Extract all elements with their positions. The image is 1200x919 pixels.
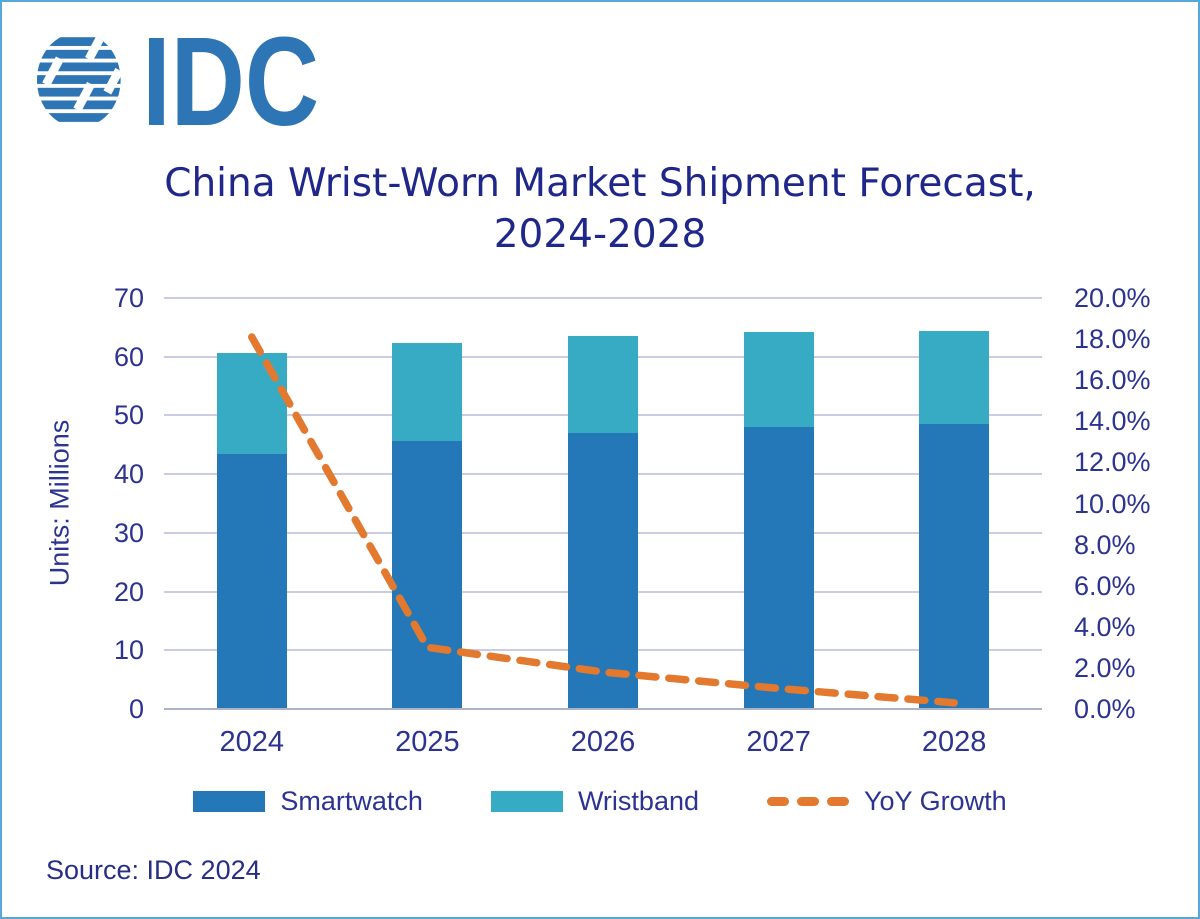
left-axis-tick: 30 [113, 517, 144, 548]
idc-logo: IDC [36, 28, 319, 134]
right-axis-tick: 14.0% [1074, 406, 1151, 437]
legend-swatch-icon [193, 791, 266, 812]
left-axis-tick: 40 [113, 459, 144, 490]
legend-swatch-icon [490, 791, 563, 812]
legend-item-wristband: Wristband [490, 786, 699, 817]
globe-icon [36, 32, 121, 122]
bar-smartwatch-2028 [919, 424, 990, 709]
left-axis-title: Units: Millions [44, 419, 75, 587]
bar-wristband-2025 [392, 342, 463, 442]
legend: Smartwatch Wristband YoY Growth [2, 786, 1198, 817]
x-axis-label-2024: 2024 [219, 726, 285, 758]
left-axis-tick: 0 [128, 694, 144, 724]
plot-area [164, 297, 1042, 710]
legend-item-smartwatch: Smartwatch [193, 786, 423, 817]
right-axis-tick: 18.0% [1074, 324, 1151, 355]
source-note: Source: IDC 2024 [46, 855, 261, 885]
chart-title-line2: 2024-2028 [493, 212, 707, 257]
chart-title: China Wrist-Worn Market Shipment Forecas… [2, 158, 1198, 260]
right-axis-tick: 2.0% [1074, 652, 1136, 683]
gridline [164, 297, 1042, 299]
bar-smartwatch-2024 [216, 453, 287, 709]
right-axis-tick: 8.0% [1074, 529, 1136, 560]
right-axis-tick: 4.0% [1074, 611, 1136, 642]
bar-smartwatch-2025 [392, 441, 463, 709]
x-axis-label-2028: 2028 [921, 726, 987, 758]
x-axis-line [164, 708, 1042, 710]
bar-smartwatch-2026 [568, 433, 638, 709]
yoy-growth-line [248, 333, 958, 707]
left-axis-tick: 50 [113, 400, 144, 431]
legend-label: Wristband [577, 786, 699, 816]
left-axis-tick: 60 [113, 341, 144, 372]
left-axis-tick: 20 [113, 576, 144, 607]
right-axis-tick: 10.0% [1074, 488, 1151, 519]
bar-wristband-2026 [568, 335, 638, 434]
right-axis-tick: 0.0% [1074, 694, 1136, 724]
bar-wristband-2024 [216, 353, 287, 454]
left-axis-tick: 10 [113, 635, 144, 666]
bar-wristband-2027 [743, 332, 814, 428]
idc-logo-text: IDC [142, 28, 319, 134]
right-axis-tick: 6.0% [1074, 570, 1136, 601]
right-axis-tick: 16.0% [1074, 365, 1151, 396]
legend-label: Smartwatch [280, 786, 423, 816]
x-axis-label-2025: 2025 [395, 726, 460, 758]
legend-dashed-line-icon [767, 797, 849, 806]
chart-title-line1: China Wrist-Worn Market Shipment Forecas… [164, 161, 1036, 206]
bar-wristband-2028 [919, 330, 990, 425]
legend-label: YoY Growth [864, 786, 1007, 816]
legend-item-yoy-growth: YoY Growth [767, 786, 1007, 817]
right-axis-tick: 20.0% [1074, 283, 1151, 313]
x-axis-label-2027: 2027 [746, 726, 811, 758]
x-axis-label-2026: 2026 [570, 726, 636, 758]
left-axis-tick: 70 [113, 283, 144, 313]
bar-smartwatch-2027 [743, 427, 814, 709]
right-axis-tick: 12.0% [1074, 447, 1151, 478]
